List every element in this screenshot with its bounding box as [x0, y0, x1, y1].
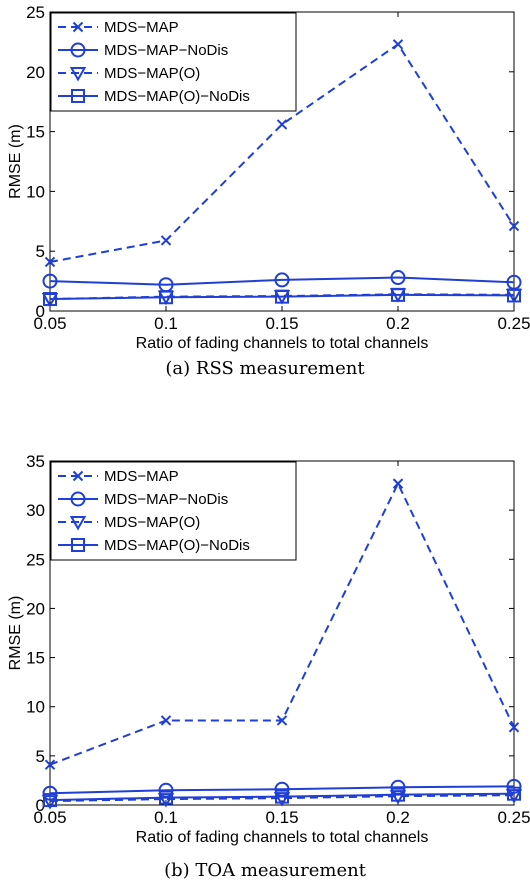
legend-marker-2: [69, 516, 87, 531]
data-point-s3-2: [275, 289, 289, 304]
data-point-s1-0: [42, 273, 58, 289]
legend-marker-0: [72, 470, 84, 482]
legend-entry-2: MDS−MAP(O): [104, 514, 200, 531]
series-line-3: [49, 792, 515, 802]
data-point-s2-4: [505, 789, 523, 804]
y-tick-label: 20: [26, 599, 45, 618]
caption-toa: (b) TOA measurement: [164, 860, 366, 881]
y-tick-label: 5: [36, 242, 45, 261]
legend-entry-0: MDS−MAP: [104, 19, 179, 36]
y-tick-label: 15: [26, 123, 45, 142]
x-tick-label: 0.15: [265, 314, 298, 333]
y-axis-label: RMSE (m): [7, 596, 24, 671]
legend-entry-3: MDS−MAP(O)−NoDis: [104, 537, 250, 554]
legend-entry-0: MDS−MAP: [104, 468, 179, 485]
y-tick-label: 0: [36, 796, 45, 815]
y-tick-label: 25: [26, 550, 45, 569]
x-tick-label: 0.2: [386, 314, 410, 333]
legend-marker-1: [70, 42, 86, 58]
legend-marker-2: [69, 67, 87, 82]
data-point-s0-3: [392, 478, 404, 489]
legend-entry-1: MDS−MAP−NoDis: [104, 42, 228, 59]
legend-entry-3: MDS−MAP(O)−NoDis: [104, 88, 250, 105]
series-line-1: [49, 785, 515, 795]
legend-marker-3: [71, 89, 85, 103]
legend-entry-2: MDS−MAP(O): [104, 65, 200, 82]
x-tick-label: 0.25: [497, 314, 530, 333]
data-point-s3-3: [391, 787, 405, 802]
y-axis-label: RMSE (m): [7, 124, 24, 199]
data-point-s3-4: [507, 288, 521, 303]
x-tick-label: 0.05: [33, 808, 66, 827]
data-point-s0-4: [508, 722, 520, 733]
data-point-s0-1: [160, 715, 172, 726]
y-tick-label: 10: [26, 698, 45, 717]
data-point-s0-2: [276, 715, 288, 726]
legend-marker-0: [72, 21, 84, 33]
data-point-s2-1: [157, 793, 175, 808]
legend-marker-3: [71, 538, 85, 552]
data-point-s3-1: [159, 790, 173, 805]
x-tick-label: 0.25: [497, 808, 530, 827]
data-point-s0-1: [160, 235, 172, 246]
x-tick-label: 0.1: [154, 808, 178, 827]
legend: [50, 12, 297, 112]
data-point-s1-4: [506, 778, 522, 794]
data-point-s0-0: [44, 256, 56, 268]
series-line-1: [49, 276, 515, 286]
data-point-s0-2: [276, 119, 288, 130]
data-point-s0-4: [508, 220, 520, 232]
series-line-3: [49, 293, 515, 301]
y-tick-label: 35: [26, 452, 45, 471]
data-point-s2-2: [273, 792, 291, 807]
y-tick-label: 15: [26, 649, 45, 668]
data-point-s0-0: [44, 759, 56, 770]
chart-toa: 0.05 0.1 0.15 0.2 0.25 0 5 10 15 20 25 30 35 Ratio of…: [7, 452, 530, 846]
y-tick-label: 10: [26, 182, 45, 201]
caption-rss: (a) RSS measurement: [165, 358, 365, 379]
x-axis-label: Ratio of fading channels to total channe…: [136, 829, 429, 846]
y-tick-label: 30: [26, 501, 45, 520]
x-tick-label: 0.1: [154, 314, 178, 333]
y-tick-label: 0: [36, 302, 45, 321]
data-point-s2-0: [41, 795, 59, 810]
data-point-s1-3: [390, 270, 406, 286]
x-tick-label: 0.2: [386, 808, 410, 827]
legend-entry-1: MDS−MAP−NoDis: [104, 491, 228, 508]
data-point-s3-0: [43, 793, 57, 808]
data-point-s2-3: [389, 790, 407, 805]
data-point-s3-1: [159, 290, 173, 305]
chart-rss: 0.05 0.1 0.15 0.2 0.25 0 5 10 15 20 25 Ratio of fad…: [7, 3, 530, 352]
data-point-s1-2: [274, 272, 290, 288]
data-point-s3-2: [275, 789, 289, 804]
data-point-s0-3: [392, 39, 404, 50]
legend: [50, 461, 297, 561]
y-tick-label: 5: [36, 747, 45, 766]
y-tick-label: 20: [26, 63, 45, 82]
x-axis-label: Ratio of fading channels to total channe…: [136, 335, 429, 352]
figure-toa: 0.05 0.1 0.15 0.2 0.25 0 5 10 15 20 25 30 35 Ratio of…: [0, 447, 530, 895]
data-point-s3-3: [391, 287, 405, 302]
y-tick-label: 25: [26, 3, 45, 22]
data-point-s3-4: [507, 786, 521, 801]
figure-rss: 0.05 0.1 0.15 0.2 0.25 0 5 10 15 20 25 Ratio of fad…: [0, 0, 530, 445]
legend-marker-1: [70, 491, 86, 507]
x-tick-label: 0.05: [33, 314, 66, 333]
data-point-s3-0: [43, 292, 57, 307]
x-tick-label: 0.15: [265, 808, 298, 827]
series-line-0: [49, 42, 515, 263]
